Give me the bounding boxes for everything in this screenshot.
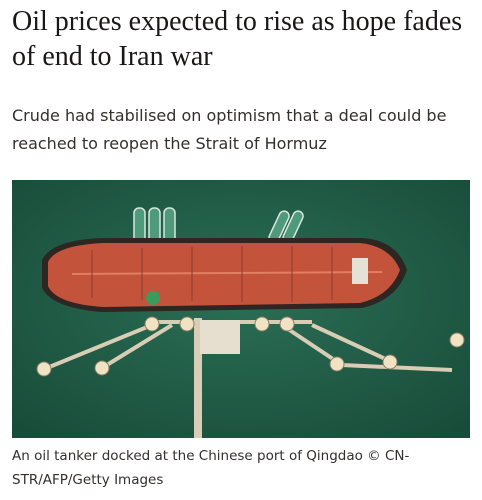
headline: Oil prices expected to rise as hope fade… <box>12 6 463 72</box>
photo <box>12 180 470 438</box>
caption: An oil tanker docked at the Chinese port… <box>12 448 410 488</box>
standfirst: Crude had stabilised on optimism that a … <box>12 106 447 153</box>
